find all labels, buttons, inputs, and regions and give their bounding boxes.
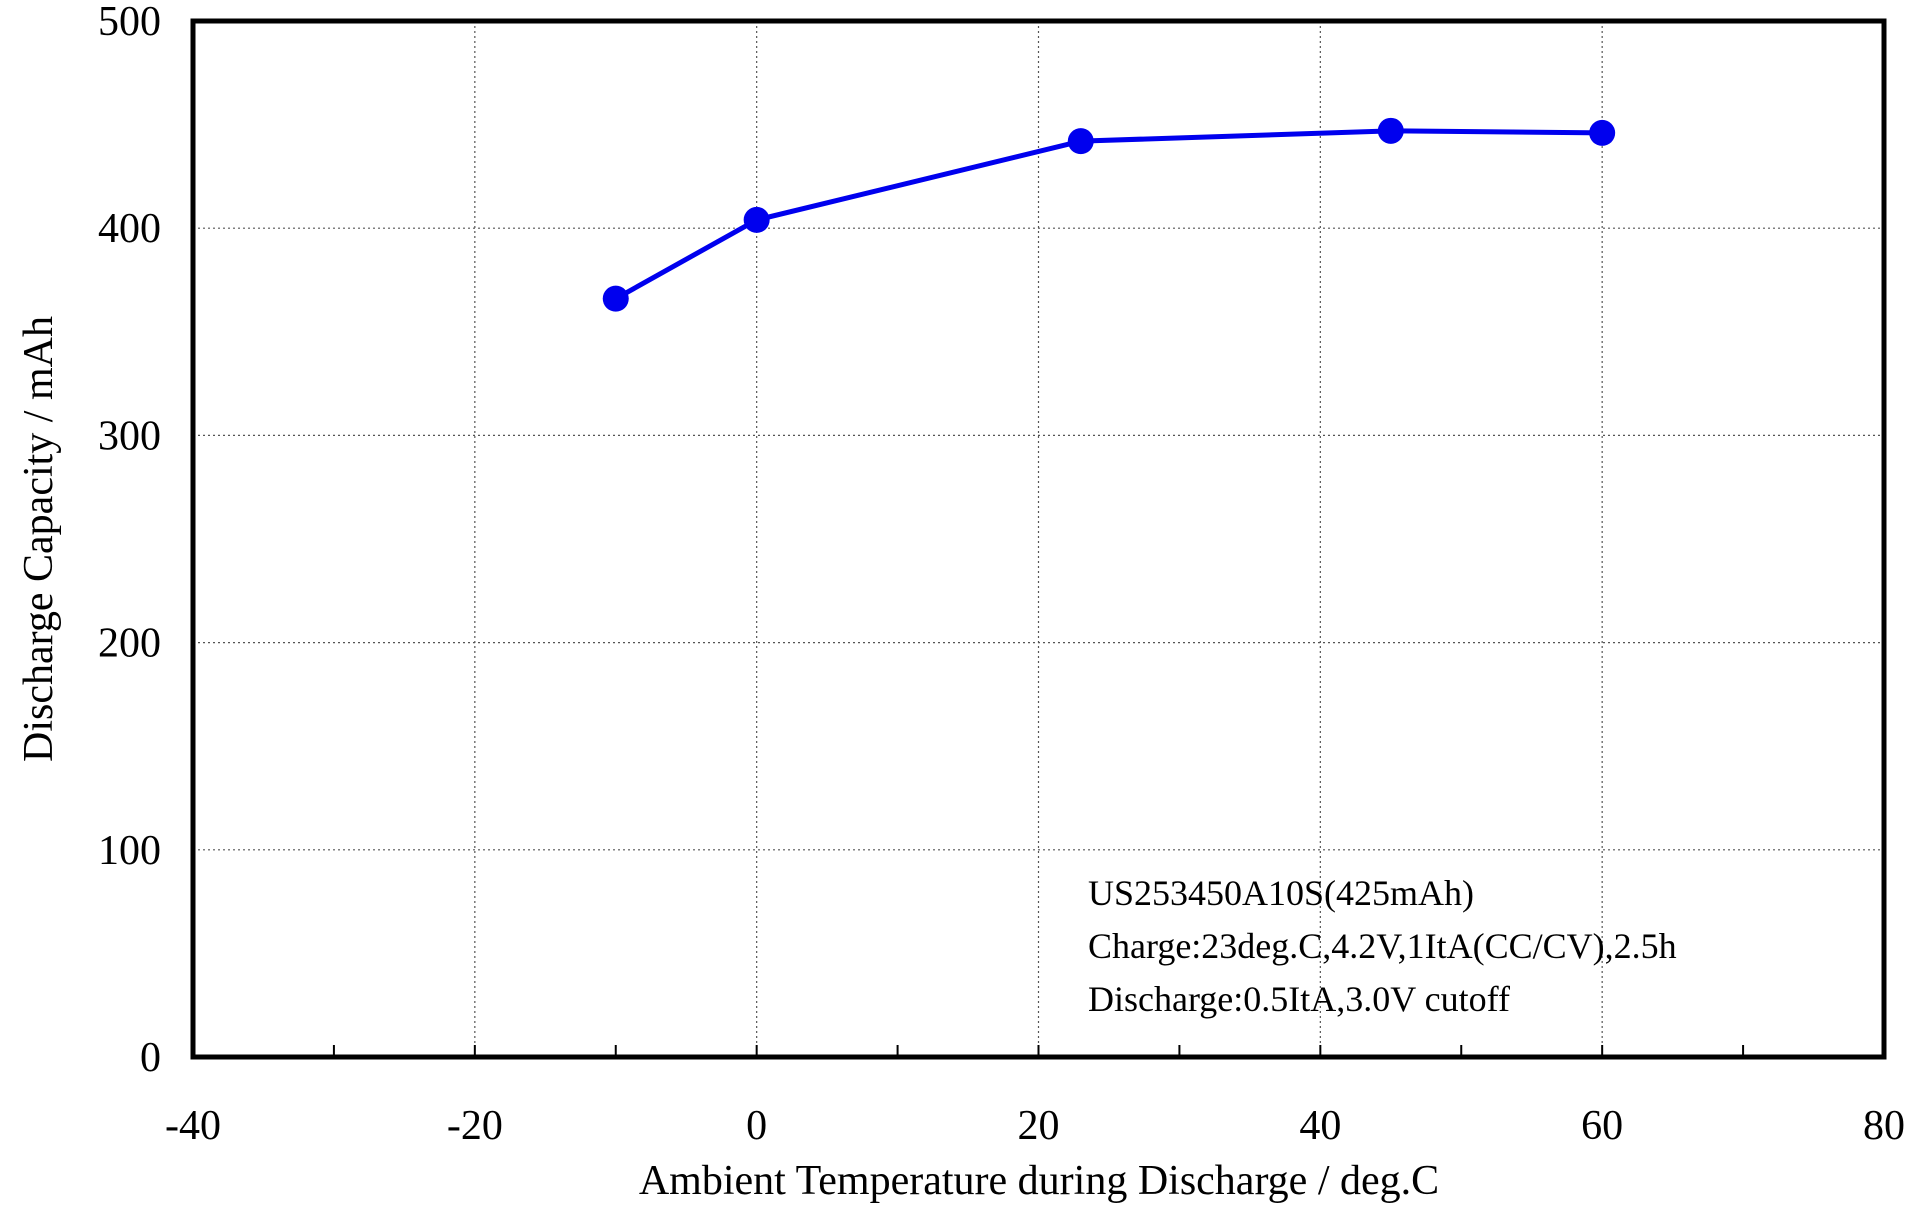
y-tick-labels: 0 100 200 300 400 500 xyxy=(98,0,161,1081)
y-axis-title: Discharge Capacity / mAh xyxy=(16,316,62,762)
annotation-charge: Charge:23deg.C,4.2V,1ItA(CC/CV),2.5h xyxy=(1088,926,1677,966)
annotation-discharge: Discharge:0.5ItA,3.0V cutoff xyxy=(1088,979,1510,1019)
y-tick-label: 200 xyxy=(98,621,161,667)
gridlines xyxy=(193,21,1884,1057)
annotation-box: US253450A10S(425mAh) Charge:23deg.C,4.2V… xyxy=(1088,873,1677,1019)
x-tick-label: 20 xyxy=(1018,1103,1060,1149)
x-tick-label: -40 xyxy=(165,1103,221,1149)
plot-frame xyxy=(190,18,1887,1060)
data-point xyxy=(1377,117,1404,144)
data-point xyxy=(1067,128,1094,155)
data-point xyxy=(743,206,770,233)
x-tick-labels: -40 -20 0 20 40 60 80 xyxy=(165,1103,1905,1149)
x-tick-label: 60 xyxy=(1581,1103,1623,1149)
x-axis-title: Ambient Temperature during Discharge / d… xyxy=(639,1158,1439,1204)
annotation-model: US253450A10S(425mAh) xyxy=(1088,873,1474,913)
y-tick-label: 500 xyxy=(98,0,161,45)
y-tick-label: 100 xyxy=(98,828,161,874)
x-tick-label: 40 xyxy=(1299,1103,1341,1149)
series-group xyxy=(602,117,1616,312)
data-point xyxy=(602,285,629,312)
data-point xyxy=(1589,119,1616,146)
y-tick-label: 300 xyxy=(98,413,161,459)
x-tick-label: 0 xyxy=(746,1103,767,1149)
y-tick-label: 400 xyxy=(98,206,161,252)
x-tick-label: 80 xyxy=(1863,1103,1905,1149)
x-tick-label: -20 xyxy=(447,1103,503,1149)
y-tick-label: 0 xyxy=(140,1035,161,1081)
